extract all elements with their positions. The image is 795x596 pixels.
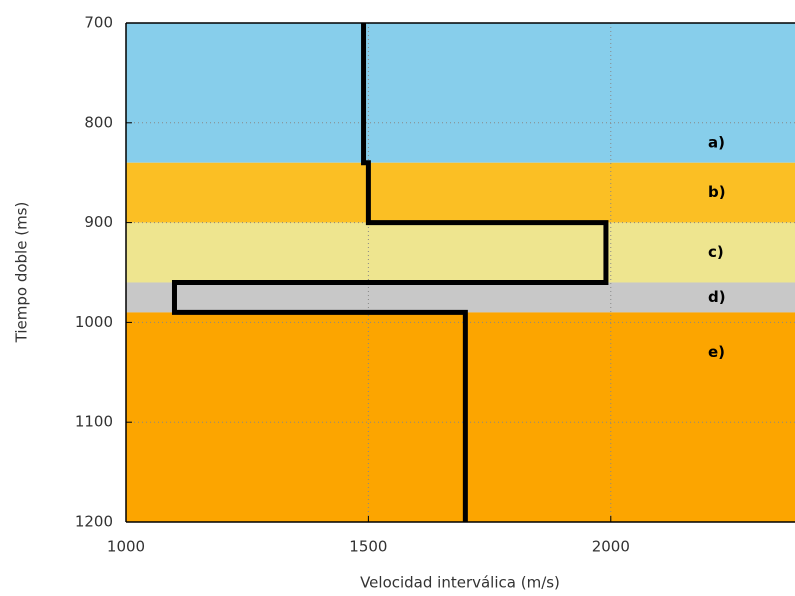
- x-axis-label: Velocidad interválica (m/s): [360, 574, 560, 592]
- y-tick-label: 1200: [75, 513, 113, 531]
- layer-label: a): [708, 133, 725, 151]
- layer-label: e): [708, 343, 725, 361]
- x-tick-label: 2000: [592, 538, 630, 556]
- x-tick-label: 1000: [107, 538, 145, 556]
- x-tick-label: 1500: [349, 538, 387, 556]
- velocity-line: [171, 23, 609, 522]
- y-tick-label: 1100: [75, 413, 113, 431]
- y-tick-label: 800: [84, 113, 113, 131]
- y-tick-label: 900: [84, 213, 113, 231]
- layer-band: [126, 222, 795, 283]
- y-tick-label: 700: [84, 14, 113, 32]
- layer-band: [126, 162, 795, 223]
- y-tick-label: 1000: [75, 313, 113, 331]
- layer-label: b): [708, 183, 726, 201]
- layer-label: c): [708, 243, 724, 261]
- layer-label: d): [708, 288, 726, 306]
- layer-band: [126, 282, 795, 313]
- y-axis-label: Tiempo doble (ms): [13, 202, 31, 344]
- layer-band: [126, 312, 795, 522]
- layer-band: [126, 23, 795, 163]
